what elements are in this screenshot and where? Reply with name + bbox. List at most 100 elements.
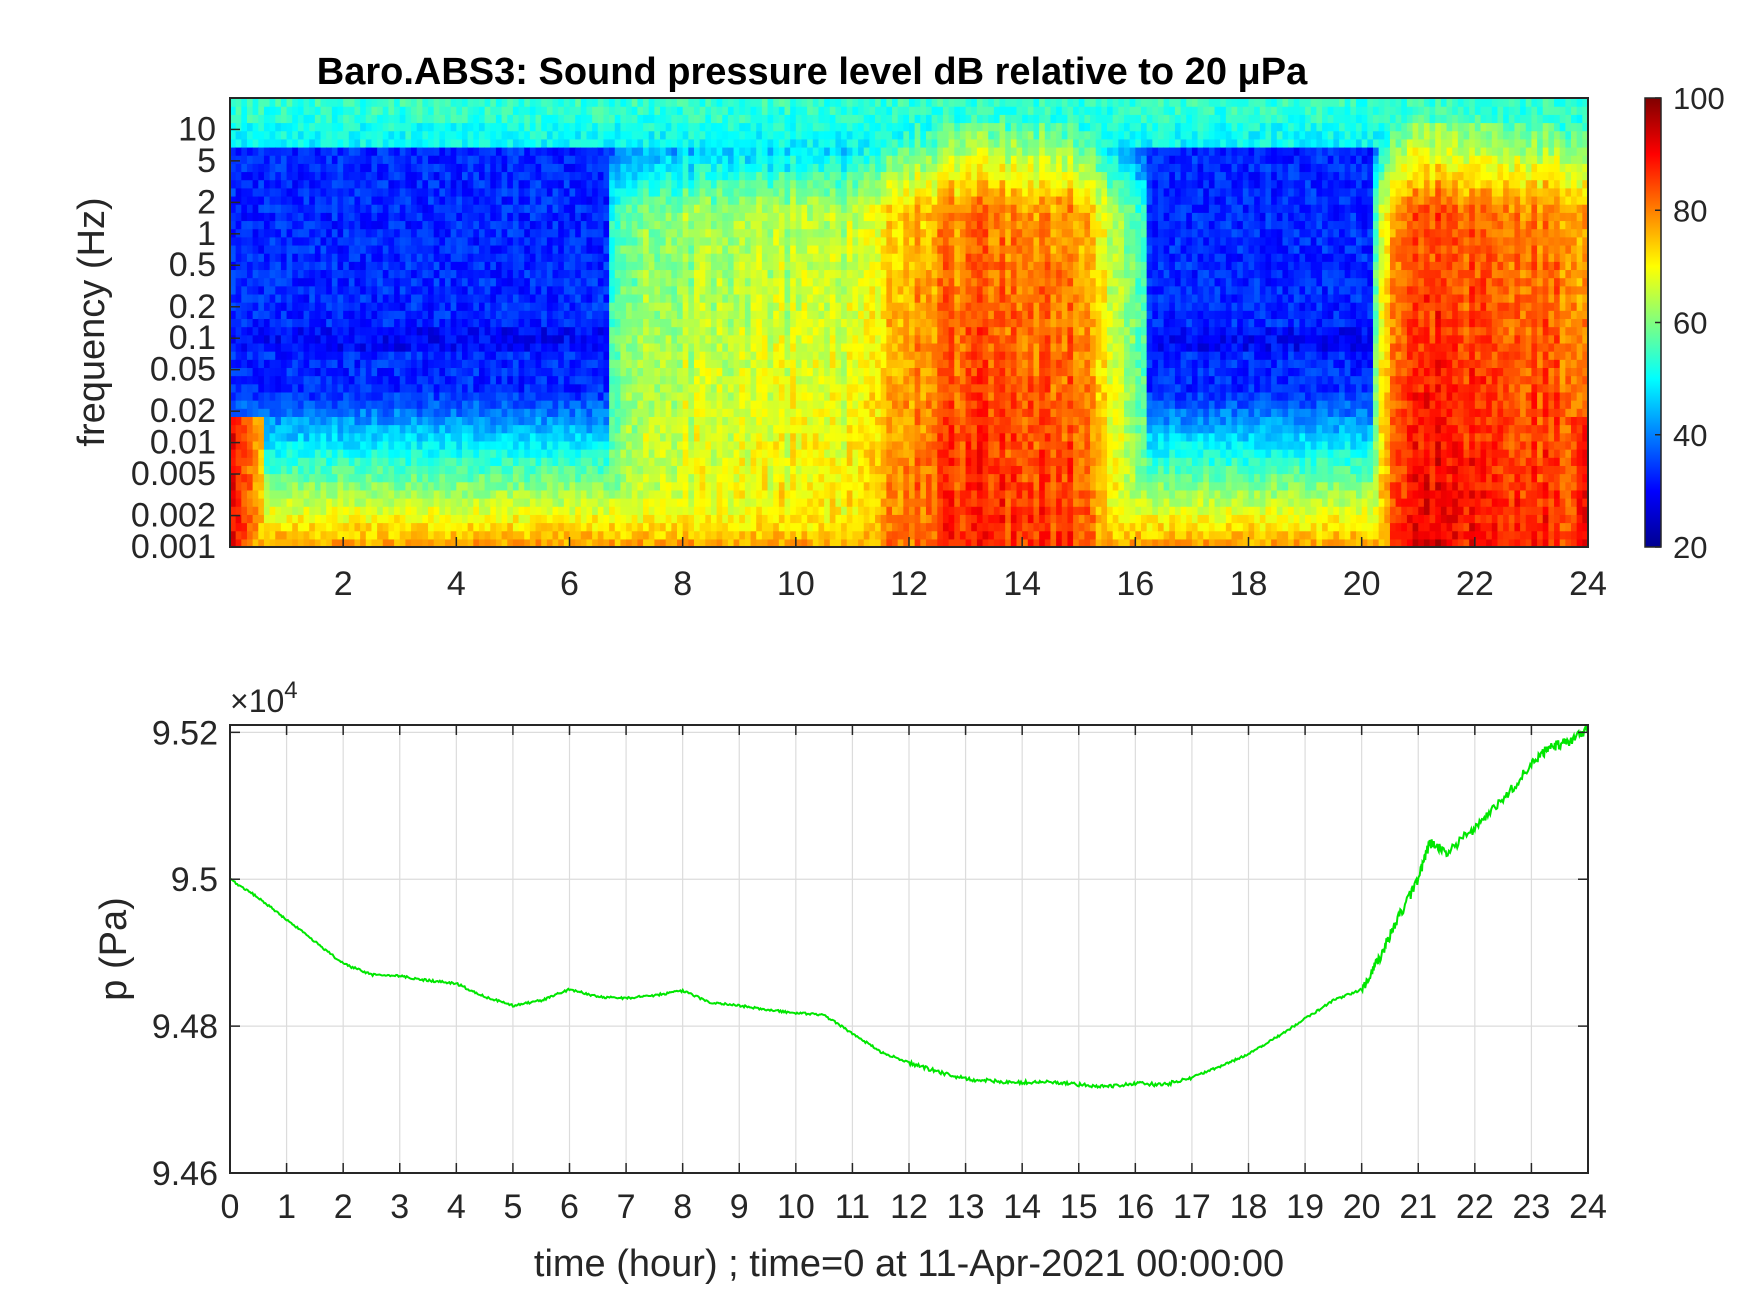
heatmap-cell bbox=[592, 163, 599, 173]
heatmap-cell bbox=[280, 187, 288, 197]
heatmap-cell bbox=[654, 285, 661, 295]
heatmap-cell bbox=[699, 98, 706, 107]
heatmap-cell bbox=[569, 473, 576, 483]
heatmap-cell bbox=[563, 440, 571, 450]
heatmap-cell bbox=[399, 253, 407, 262]
heatmap-cell bbox=[235, 318, 242, 328]
heatmap-cell bbox=[699, 146, 706, 156]
heatmap-cell bbox=[371, 244, 378, 254]
heatmap-cell bbox=[230, 163, 237, 173]
heatmap-cell bbox=[269, 514, 276, 524]
heatmap-cell bbox=[286, 530, 293, 540]
heatmap-cell bbox=[716, 261, 723, 271]
heatmap-cell bbox=[337, 179, 344, 189]
heatmap-cell bbox=[241, 179, 248, 189]
heatmap-cell bbox=[456, 122, 463, 132]
heatmap-cell bbox=[360, 424, 367, 434]
heatmap-cell bbox=[382, 106, 390, 115]
heatmap-cell bbox=[473, 351, 480, 360]
heatmap-cell bbox=[371, 440, 378, 450]
heatmap-cell bbox=[671, 138, 678, 148]
heatmap-cell bbox=[626, 351, 633, 360]
heatmap-cell bbox=[309, 432, 316, 442]
heatmap-cell bbox=[422, 473, 429, 483]
heatmap-cell bbox=[614, 106, 622, 115]
heatmap-cell bbox=[235, 293, 242, 303]
heatmap-cell bbox=[693, 481, 701, 491]
heatmap-cell bbox=[433, 391, 440, 401]
heatmap-cell bbox=[269, 342, 276, 352]
heatmap-cell bbox=[467, 293, 474, 303]
heatmap-cell bbox=[303, 277, 310, 287]
heatmap-cell bbox=[660, 367, 667, 377]
heatmap-cell bbox=[309, 530, 316, 540]
heatmap-cell bbox=[303, 179, 310, 189]
heatmap-cell bbox=[314, 244, 322, 254]
heatmap-cell bbox=[546, 457, 554, 466]
heatmap-cell bbox=[580, 334, 588, 344]
heatmap-cell bbox=[303, 400, 310, 409]
heatmap-cell bbox=[314, 155, 322, 164]
heatmap-cell bbox=[563, 244, 571, 254]
heatmap-cell bbox=[614, 375, 622, 385]
heatmap-cell bbox=[337, 522, 344, 532]
heatmap-cell bbox=[337, 114, 344, 124]
heatmap-cell bbox=[597, 277, 605, 287]
heatmap-cell bbox=[280, 285, 288, 295]
heatmap-cell bbox=[263, 424, 271, 434]
heatmap-cell bbox=[422, 449, 429, 458]
heatmap-cell bbox=[388, 342, 395, 352]
heatmap-cell bbox=[524, 269, 531, 279]
heatmap-cell bbox=[512, 489, 520, 499]
heatmap-cell bbox=[405, 383, 412, 393]
heatmap-cell bbox=[693, 204, 701, 213]
heatmap-cell bbox=[422, 114, 429, 124]
heatmap-cell bbox=[365, 318, 373, 328]
heatmap-cell bbox=[377, 522, 384, 532]
heatmap-cell bbox=[490, 449, 497, 458]
heatmap-cell bbox=[495, 457, 503, 466]
heatmap-cell bbox=[484, 522, 491, 532]
heatmap-cell bbox=[569, 318, 576, 328]
heatmap-cell bbox=[377, 220, 384, 230]
heatmap-cell bbox=[320, 293, 327, 303]
heatmap-cell bbox=[592, 236, 599, 246]
heatmap-cell bbox=[614, 236, 622, 246]
heatmap-cell bbox=[524, 449, 531, 458]
heatmap-cell bbox=[445, 351, 452, 360]
heatmap-cell bbox=[716, 302, 723, 311]
heatmap-cell bbox=[575, 424, 582, 434]
heatmap-cell bbox=[422, 179, 429, 189]
heatmap-cell bbox=[660, 408, 667, 417]
heatmap-cell bbox=[377, 400, 384, 409]
heatmap-cell bbox=[507, 424, 514, 434]
heatmap-cell bbox=[693, 253, 701, 262]
heatmap-cell bbox=[484, 351, 491, 360]
heatmap-cell bbox=[439, 342, 446, 352]
heatmap-cell bbox=[512, 285, 520, 295]
heatmap-cell bbox=[467, 457, 474, 466]
heatmap-cell bbox=[411, 171, 418, 181]
heatmap-cell bbox=[326, 326, 333, 336]
heatmap-cell bbox=[490, 359, 497, 368]
heatmap-cell bbox=[348, 261, 356, 271]
heatmap-cell bbox=[677, 440, 684, 450]
heatmap-cell bbox=[320, 163, 327, 173]
heatmap-cell bbox=[626, 228, 633, 238]
heatmap-cell bbox=[705, 391, 712, 401]
heatmap-cell bbox=[445, 506, 452, 515]
heatmap-cell bbox=[682, 408, 689, 417]
heatmap-cell bbox=[524, 244, 531, 254]
heatmap-cell bbox=[563, 122, 571, 132]
heatmap-cell bbox=[241, 195, 248, 205]
heatmap-cell bbox=[450, 334, 457, 344]
heatmap-cell bbox=[461, 457, 469, 466]
heatmap-cell bbox=[524, 253, 531, 262]
heatmap-cell bbox=[546, 449, 554, 458]
heatmap-cell bbox=[722, 449, 729, 458]
heatmap-cell bbox=[422, 416, 429, 426]
heatmap-cell bbox=[428, 506, 435, 515]
heatmap-cell bbox=[631, 383, 638, 393]
heatmap-cell bbox=[733, 228, 740, 238]
heatmap-cell bbox=[620, 228, 627, 238]
